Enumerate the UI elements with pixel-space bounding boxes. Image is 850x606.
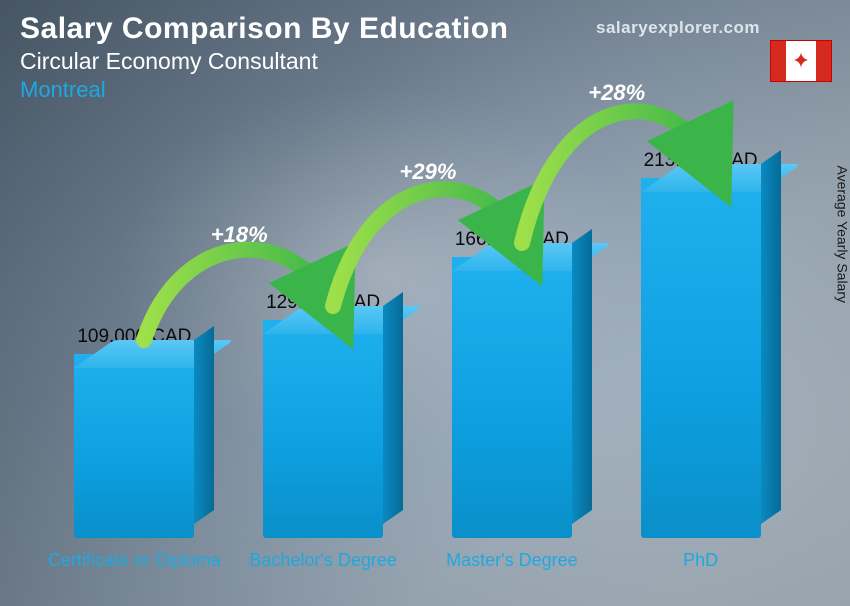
bar-side-face — [761, 150, 781, 524]
flag-canada: ✦ — [770, 40, 832, 82]
bar-group: 213,000 CAD PhD — [621, 150, 781, 538]
bar-front-face — [641, 178, 761, 538]
bar-chart: 109,000 CAD Certificate or Diploma 129,0… — [40, 130, 795, 588]
bar-3d — [263, 320, 383, 538]
bar-3d — [74, 354, 194, 538]
flag-band-right — [816, 41, 831, 81]
bar-front-face — [452, 257, 572, 538]
bar-group: 109,000 CAD Certificate or Diploma — [54, 326, 214, 538]
bar-side-face — [572, 229, 592, 524]
bar-3d — [452, 257, 572, 538]
bar-label: Certificate or Diploma — [44, 550, 224, 572]
bars-container: 109,000 CAD Certificate or Diploma 129,0… — [40, 178, 795, 538]
bar-3d — [641, 178, 761, 538]
flag-band-left — [771, 41, 786, 81]
bar-front-face — [74, 354, 194, 538]
bar-front-face — [263, 320, 383, 538]
bar-label: Bachelor's Degree — [233, 550, 413, 572]
bar-label: Master's Degree — [422, 550, 602, 572]
watermark: salaryexplorer.com — [596, 18, 760, 38]
bar-side-face — [194, 326, 214, 524]
bar-side-face — [383, 292, 403, 524]
maple-leaf-icon: ✦ — [786, 41, 816, 81]
location: Montreal — [20, 77, 830, 103]
job-title: Circular Economy Consultant — [20, 48, 830, 75]
y-axis-label: Average Yearly Salary — [834, 166, 850, 304]
bar-label: PhD — [611, 550, 791, 572]
bar-group: 166,000 CAD Master's Degree — [432, 229, 592, 538]
bar-group: 129,000 CAD Bachelor's Degree — [243, 292, 403, 538]
